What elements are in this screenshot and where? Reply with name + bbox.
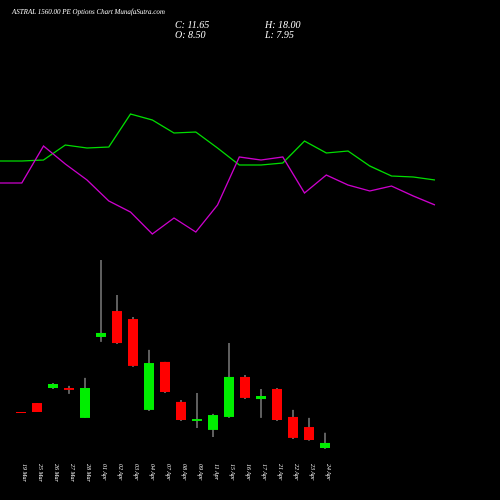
candle-body bbox=[224, 376, 234, 417]
x-tick-label: 01 Apr bbox=[101, 464, 107, 481]
x-tick-label: 16 Apr bbox=[245, 464, 251, 481]
candle-body bbox=[48, 384, 58, 388]
candle-body bbox=[240, 376, 250, 398]
x-tick-label: 27 Mar bbox=[69, 464, 75, 482]
candle-body bbox=[64, 388, 74, 390]
x-tick-label: 26 Mar bbox=[53, 464, 59, 482]
candle-body bbox=[144, 363, 154, 410]
candle-body bbox=[128, 319, 138, 366]
x-tick-label: 21 Apr bbox=[277, 464, 283, 481]
candle-body bbox=[256, 396, 266, 400]
x-tick-label: 28 Mar bbox=[85, 464, 91, 482]
x-tick-label: 24 Apr bbox=[325, 464, 332, 481]
high-label: H: 18.00 bbox=[264, 20, 301, 31]
x-tick-label: 23 Apr bbox=[309, 464, 315, 481]
candle-body bbox=[176, 401, 186, 420]
candle-body bbox=[112, 311, 122, 344]
x-tick-label: 11 Apr bbox=[213, 464, 219, 481]
candle-body bbox=[320, 442, 330, 448]
candle-body bbox=[304, 427, 314, 440]
x-tick-label: 09 Apr bbox=[197, 464, 203, 481]
close-label: C: 11.65 bbox=[175, 20, 209, 31]
indicator-line bbox=[0, 113, 436, 181]
x-tick-label: 17 Apr bbox=[261, 464, 267, 481]
chart-title: ASTRAL 1560.00 PE Options Chart MunafaSu… bbox=[11, 8, 165, 16]
x-tick-label: 15 Apr bbox=[229, 464, 235, 481]
x-tick-label: 19 Mar bbox=[21, 464, 27, 482]
x-tick-label: 02 Apr bbox=[117, 464, 123, 481]
low-label: L: 7.95 bbox=[264, 30, 294, 41]
x-tick-label: 22 Apr bbox=[293, 464, 299, 481]
x-tick-label: 07 Apr bbox=[165, 464, 171, 481]
indicator-line bbox=[0, 145, 436, 235]
candle-body bbox=[160, 361, 170, 392]
x-tick-label: 03 Apr bbox=[133, 464, 139, 481]
candle-body bbox=[96, 332, 106, 337]
candle-body bbox=[272, 388, 282, 420]
x-tick-label: 08 Apr bbox=[181, 464, 187, 481]
candle-body bbox=[80, 388, 90, 418]
candle-body bbox=[208, 415, 218, 430]
open-label: O: 8.50 bbox=[175, 30, 206, 41]
candle-body bbox=[32, 403, 42, 412]
candle-body bbox=[16, 412, 26, 413]
candle-body bbox=[192, 419, 202, 421]
x-tick-label: 25 Mar bbox=[37, 464, 43, 482]
candle-body bbox=[288, 416, 298, 438]
x-tick-label: 04 Apr bbox=[149, 464, 156, 481]
